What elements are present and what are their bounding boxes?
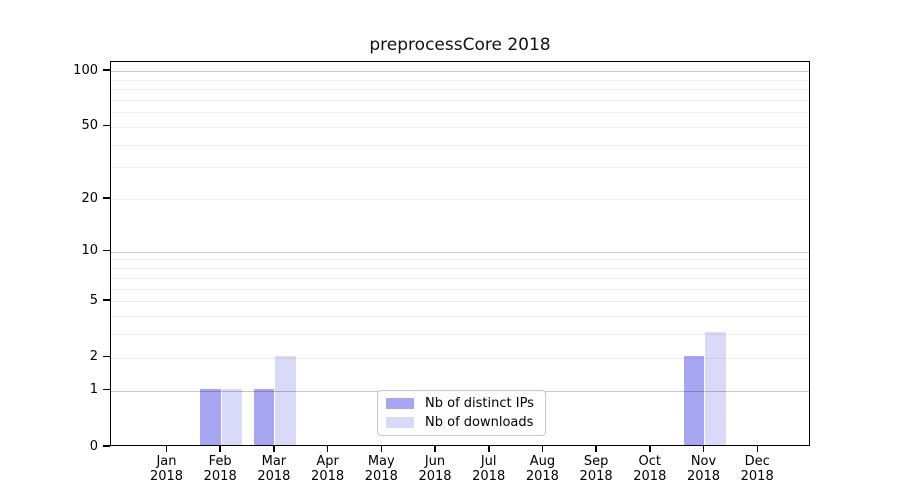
gridline-y-4 (111, 315, 809, 317)
x-tick-apr (326, 446, 329, 452)
x-tick-nov (702, 446, 705, 452)
legend-item-downloads: Nb of downloads (386, 415, 537, 430)
x-tick-label-jun: Jun 2018 (418, 454, 452, 484)
gridline-y-100 (111, 71, 809, 72)
gridline-y-50 (111, 126, 809, 128)
gridline-y-7 (111, 277, 809, 279)
legend: Nb of distinct IPs Nb of downloads (377, 390, 546, 436)
legend-item-distinct-ips: Nb of distinct IPs (386, 396, 537, 411)
gridline-y-60 (111, 112, 809, 114)
legend-swatch-downloads (386, 416, 414, 428)
bar-distinct-ips-feb (200, 388, 221, 445)
gridline-y-9 (111, 259, 809, 261)
bar-distinct-ips-mar (253, 388, 275, 445)
bar-distinct-ips-nov (683, 355, 704, 445)
y-tick-20 (103, 197, 110, 199)
plot-area (110, 61, 810, 446)
gridline-y-6 (111, 288, 809, 290)
x-tick-label-may: May 2018 (364, 454, 398, 484)
x-tick-label-oct: Oct 2018 (633, 454, 667, 484)
gridline-y-40 (111, 144, 809, 146)
gridline-y-2 (111, 357, 809, 359)
x-tick-label-mar: Mar 2018 (257, 454, 291, 484)
x-tick-sep (595, 446, 597, 452)
x-tick-label-nov: Nov 2018 (686, 454, 721, 484)
y-tick-label-10: 10 (81, 243, 98, 259)
x-tick-may (380, 446, 383, 452)
x-tick-label-apr: Apr 2018 (311, 454, 345, 484)
legend-label-distinct-ips: Nb of distinct IPs (425, 396, 534, 412)
legend-swatch-distinct-ips (386, 398, 414, 410)
x-tick-jun (434, 446, 436, 452)
chart-title: preprocessCore 2018 (369, 35, 551, 55)
x-tick-label-dec: Dec 2018 (740, 454, 774, 484)
y-tick-1 (103, 388, 110, 391)
x-tick-label-feb: Feb 2018 (203, 454, 237, 484)
x-tick-label-aug: Aug 2018 (525, 454, 559, 484)
x-tick-label-jan: Jan 2018 (149, 454, 184, 484)
x-tick-dec (756, 446, 758, 452)
y-tick-label-2: 2 (89, 349, 98, 364)
x-tick-jan (165, 446, 168, 452)
gridline-y-20 (111, 199, 809, 200)
y-tick-0 (103, 445, 110, 447)
y-tick-100 (103, 69, 110, 71)
x-tick-label-jul: Jul 2018 (472, 454, 506, 484)
legend-label-downloads: Nb of downloads (425, 414, 534, 430)
x-tick-aug (541, 446, 544, 452)
x-tick-mar (273, 446, 275, 452)
gridline-y-8 (111, 268, 809, 269)
bar-downloads-feb (221, 388, 243, 445)
y-tick-2 (103, 355, 110, 358)
y-tick-label-1: 1 (89, 382, 98, 397)
bar-downloads-mar (275, 355, 296, 445)
y-tick-50 (103, 124, 110, 127)
bar-downloads-nov (705, 332, 726, 445)
gridline-y-70 (111, 99, 809, 101)
y-tick-label-100: 100 (73, 62, 98, 78)
gridline-y-90 (111, 79, 809, 81)
y-tick-label-0: 0 (89, 438, 98, 454)
gridline-y-3 (111, 334, 809, 336)
x-tick-feb (219, 446, 221, 452)
y-tick-label-50: 50 (81, 118, 98, 134)
y-tick-10 (103, 249, 110, 252)
gridline-y-5 (111, 301, 809, 302)
y-tick-label-20: 20 (81, 190, 98, 206)
x-tick-oct (649, 446, 651, 452)
gridline-y-80 (111, 89, 809, 90)
y-tick-5 (103, 299, 110, 301)
x-tick-jul (488, 446, 490, 452)
gridline-y-30 (111, 167, 809, 169)
y-tick-label-5: 5 (89, 292, 98, 308)
x-tick-label-sep: Sep 2018 (579, 454, 613, 484)
gridline-y-10 (111, 251, 809, 253)
